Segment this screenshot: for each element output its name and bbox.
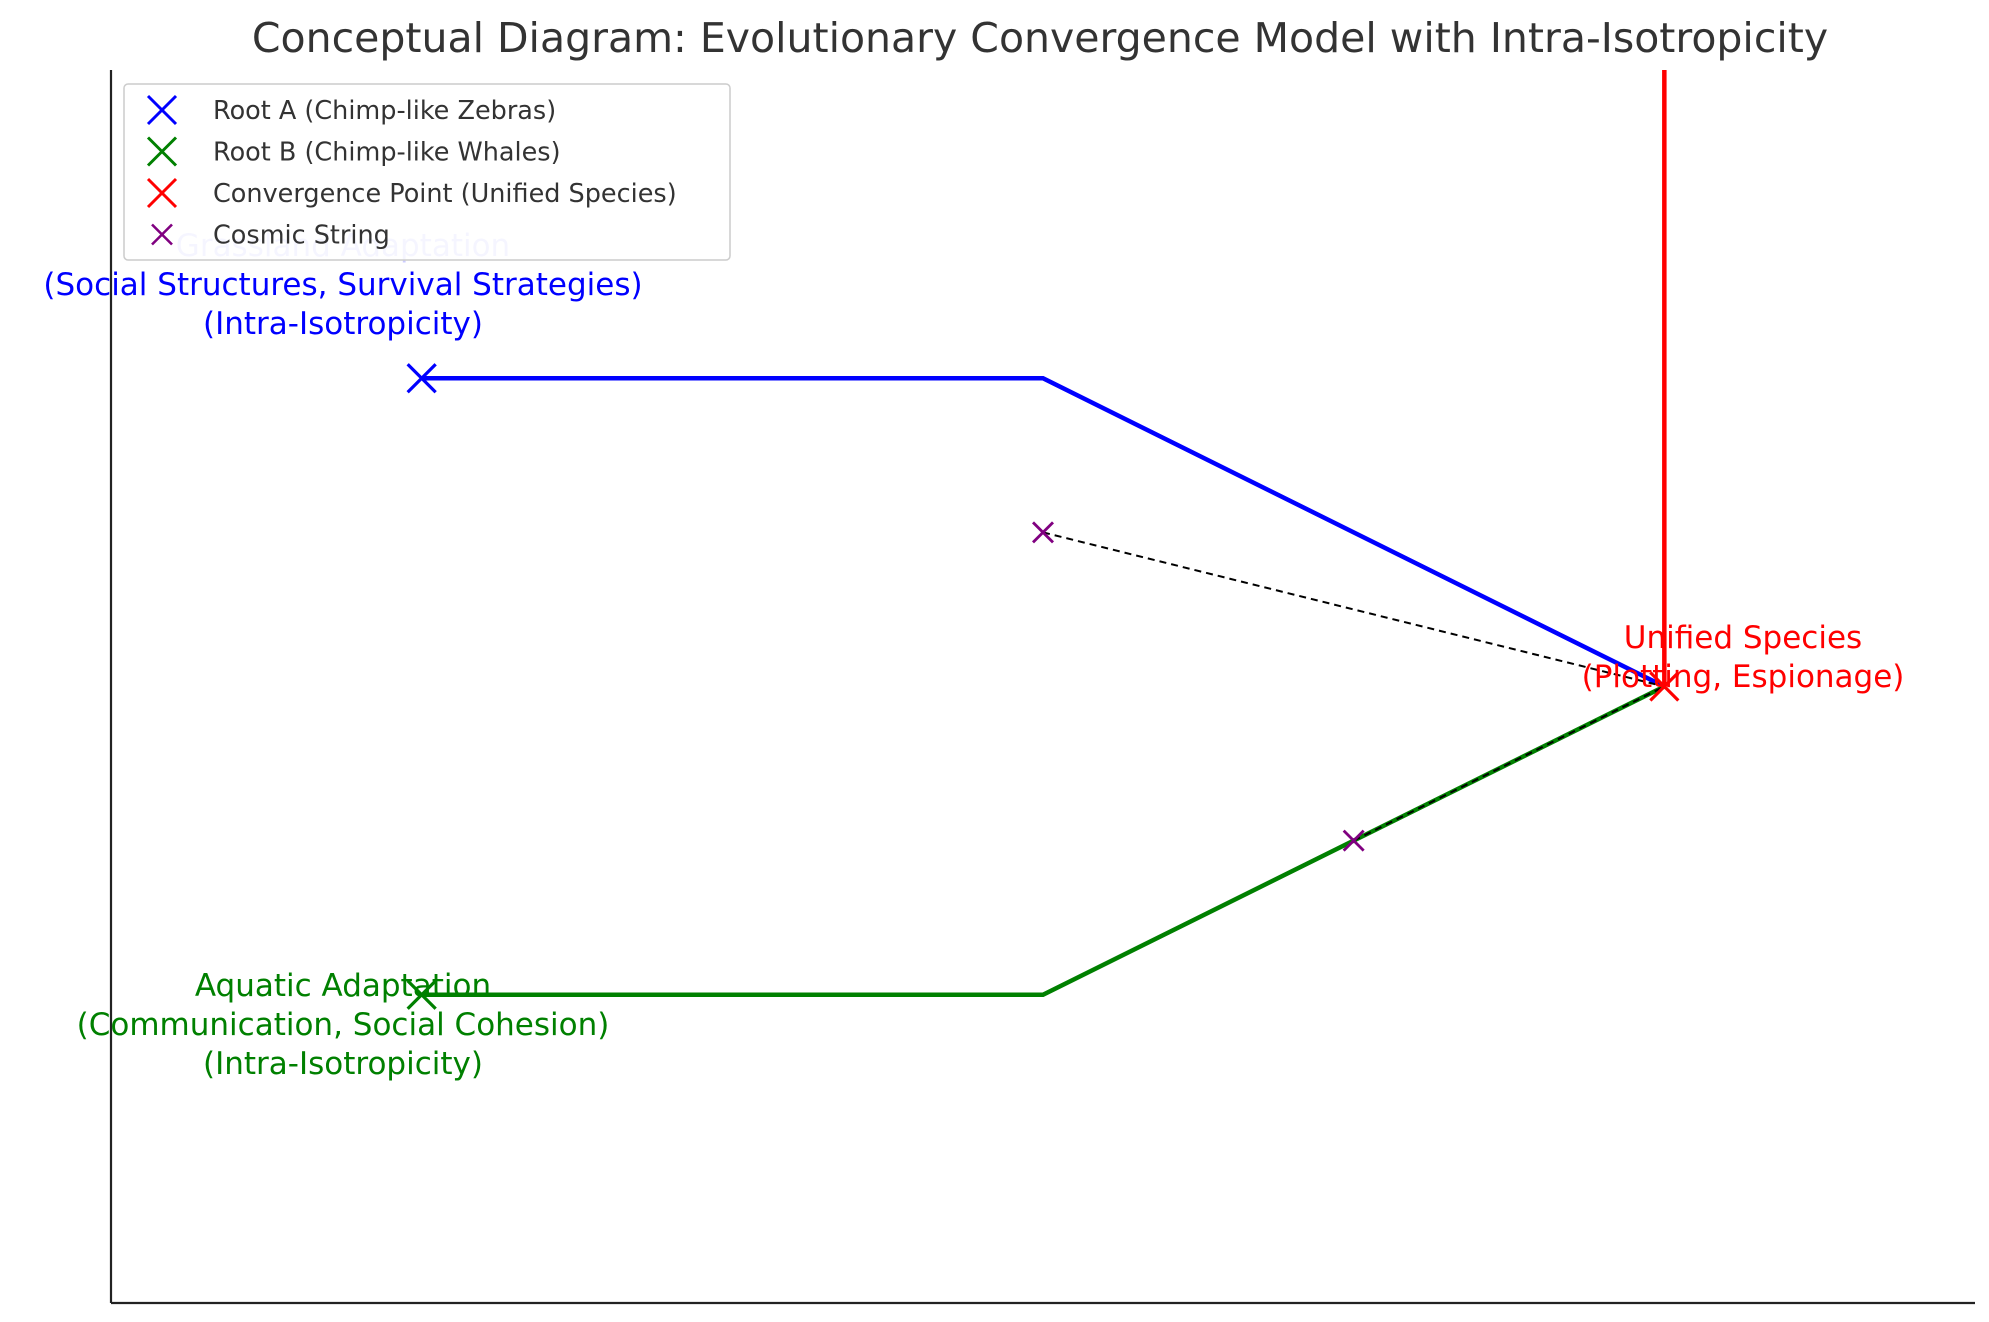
cosmic-link-1-line: [1042, 531, 1665, 688]
cosmic-link-2-line: [1353, 685, 1665, 842]
convergence-annotation-line: Unified Species: [1624, 620, 1862, 656]
legend-marker: [151, 223, 173, 246]
root_b-annotation-line: Aquatic Adaptation: [195, 968, 491, 1004]
plot-area: [109, 70, 1975, 1305]
root-a-path-line: [421, 376, 1666, 689]
legend-marker: [146, 177, 178, 209]
legend-label: Root A (Chimp-like Zebras): [213, 96, 556, 126]
cosmic-string-2-marker: [1342, 829, 1365, 852]
root_a-annotation-line: (Intra-Isotropicity): [203, 306, 483, 342]
legend-label: Cosmic String: [213, 221, 390, 251]
root-b-marker: [406, 979, 437, 1010]
legend-label: Root B (Chimp-like Whales): [213, 138, 561, 168]
legend-label: Convergence Point (Unified Species): [213, 179, 677, 209]
root-a-marker: [406, 363, 437, 394]
cosmic-string-1-marker: [1032, 521, 1054, 544]
convergence-marker: [1649, 671, 1680, 702]
convergence-annotation-line: (Plotting, Espionage): [1582, 659, 1905, 695]
legend-marker: [146, 136, 178, 167]
legend-frame: [123, 83, 731, 261]
root_b-annotation-line: (Communication, Social Cohesion): [77, 1007, 610, 1043]
legend-marker: [146, 94, 178, 126]
annotation-layer: Grassland Adaptation(Social Structures, …: [43, 228, 1904, 1082]
legend: Root A (Chimp-like Zebras) Root B (Chimp-…: [123, 83, 731, 261]
root_a-annotation-line: (Social Structures, Survival Strategies): [43, 267, 642, 303]
root_b-annotation: Aquatic Adaptation(Communication, Social…: [77, 968, 610, 1082]
root-b-path-line: [421, 684, 1666, 997]
chart-title: Conceptual Diagram: Evolutionary Converg…: [252, 14, 1828, 62]
root_b-annotation-line: (Intra-Isotropicity): [203, 1046, 483, 1082]
convergence-annotation: Unified Species(Plotting, Espionage): [1582, 620, 1905, 695]
